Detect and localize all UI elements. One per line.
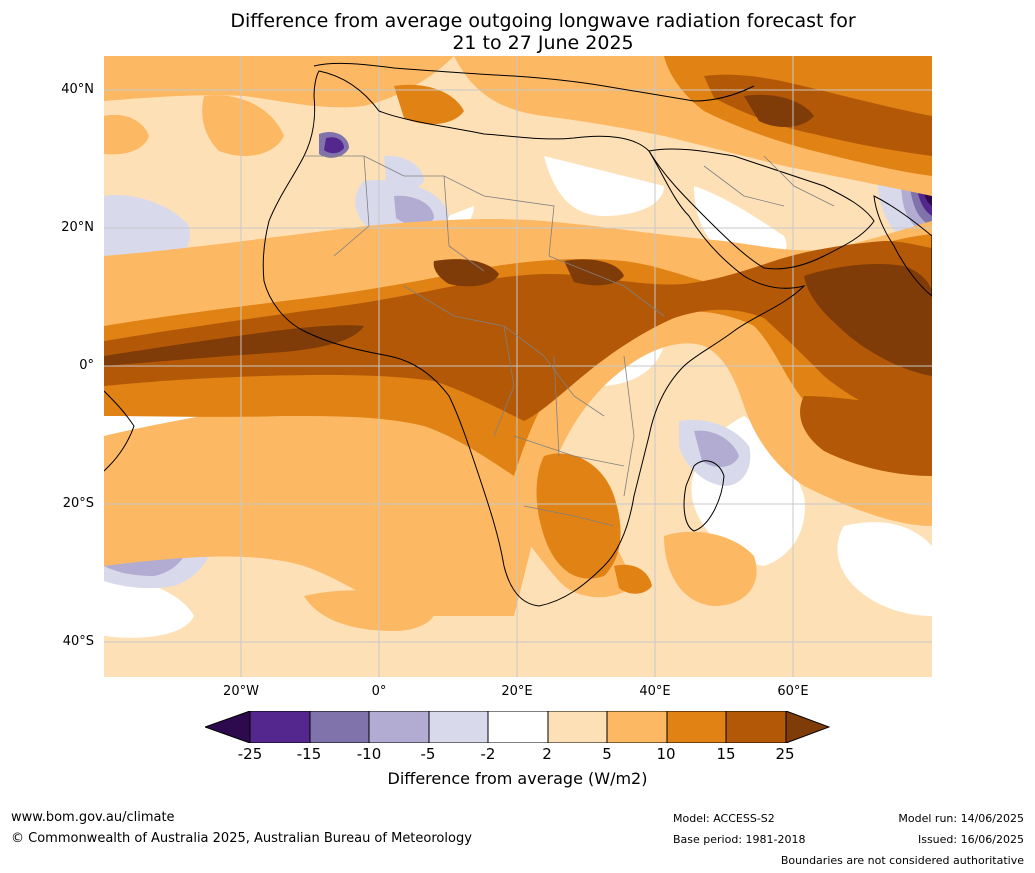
india-coastline: [873, 195, 932, 297]
title-line-2: 21 to 27 June 2025: [452, 32, 634, 54]
colorbar-tick: 10: [656, 745, 676, 763]
website-link[interactable]: www.bom.gov.au/climate: [11, 810, 175, 825]
base-period: Base period: 1981-2018: [673, 833, 806, 846]
colorbar-tick: -15: [296, 745, 322, 763]
madagascar-coastline: [683, 460, 725, 532]
lon-label-60e: 60°E: [777, 684, 809, 699]
title-line-1: Difference from average outgoing longwav…: [230, 10, 856, 32]
lat-label-20s: 20°S: [62, 496, 94, 511]
lon-label-0: 0°: [371, 684, 387, 699]
colorbar-bin-p5-p10: [606, 711, 668, 743]
africa-coastline: [262, 70, 806, 607]
boundaries-disclaimer: Boundaries are not considered authoritat…: [780, 854, 1024, 867]
model-name: Model: ACCESS-S2: [673, 812, 775, 825]
colorbar-bin-p15-p25: [725, 711, 787, 743]
lat-label-20n: 20°N: [61, 220, 94, 235]
colorbar-tick: 15: [716, 745, 736, 763]
lat-label-40s: 40°S: [62, 634, 94, 649]
issued-date: Issued: 16/06/2025: [917, 833, 1024, 846]
map-title: Difference from average outgoing longwav…: [0, 10, 1035, 54]
colorbar-label: Difference from average (W/m2): [387, 769, 648, 788]
colorbar-bin-n15-n10: [309, 711, 370, 743]
colorbar-max-arrow: [785, 711, 830, 743]
coastlines: [104, 62, 932, 607]
colorbar-bin-n10-n5: [368, 711, 430, 743]
colorbar: [205, 711, 830, 743]
lon-label-20w: 20°W: [223, 684, 259, 699]
colorbar-tick: -5: [420, 745, 436, 763]
country-borders: [304, 155, 835, 527]
colorbar-bin-n5-n2: [428, 711, 489, 743]
colorbar-tick: 5: [602, 745, 612, 763]
colorbar-tick: 25: [775, 745, 795, 763]
south-america-coastline: [104, 390, 135, 472]
model-run-date: Model run: 14/06/2025: [898, 812, 1024, 825]
colorbar-bin-n25-n15: [249, 711, 311, 743]
colorbar-bin-p10-p15: [666, 711, 727, 743]
colorbar-min-arrow: [205, 711, 251, 743]
colorbar-bin-p2-p5: [547, 711, 608, 743]
copyright-text: © Commonwealth of Australia 2025, Austra…: [11, 831, 472, 846]
colorbar-tick: -2: [480, 745, 496, 763]
arabia-coastline: [648, 148, 875, 270]
colorbar-tick: -25: [237, 745, 263, 763]
colorbar-tick: 2: [542, 745, 552, 763]
lon-label-40e: 40°E: [639, 684, 671, 699]
positive-extreme-regions: [104, 94, 932, 376]
lat-label-40n: 40°N: [61, 82, 94, 97]
lat-label-0: 0°: [79, 358, 94, 373]
colorbar-tick: -10: [356, 745, 382, 763]
colorbar-bin-n2-p2: [487, 711, 549, 743]
olr-anomaly-map: [104, 56, 932, 677]
lon-label-20e: 20°E: [501, 684, 533, 699]
europe-coastline: [313, 62, 755, 102]
